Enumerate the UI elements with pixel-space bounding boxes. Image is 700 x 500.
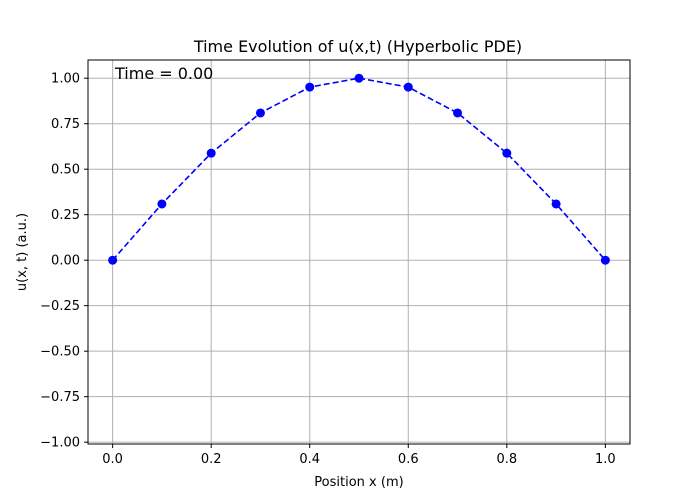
y-tick-label: 0.25	[51, 208, 80, 223]
time-annotation: Time = 0.00	[114, 64, 213, 83]
x-tick-label: 0.8	[496, 452, 517, 467]
data-point	[600, 255, 610, 265]
data-point	[108, 255, 118, 265]
x-tick-label: 0.6	[398, 452, 419, 467]
y-tick-label: −0.50	[40, 345, 80, 360]
y-tick-label: −0.25	[40, 299, 80, 314]
y-tick-label: 0.50	[51, 163, 80, 178]
x-tick-label: 0.4	[299, 452, 320, 467]
data-point	[305, 82, 315, 92]
x-tick-label: 0.0	[102, 452, 123, 467]
data-point	[403, 82, 413, 92]
y-tick-label: 0.00	[51, 254, 80, 269]
data-point	[453, 108, 463, 118]
plot-area	[108, 73, 610, 265]
data-point	[551, 199, 561, 209]
data-point	[354, 73, 364, 83]
x-tick-label: 0.2	[201, 452, 222, 467]
data-point	[502, 148, 512, 158]
grid	[88, 60, 630, 444]
y-tick-label: 0.75	[51, 117, 80, 132]
data-point	[206, 148, 216, 158]
y-tick-label: −0.75	[40, 390, 80, 405]
axes-frame	[87, 59, 631, 445]
y-axis-label: u(x, t) (a.u.)	[15, 213, 30, 291]
data-point	[255, 108, 265, 118]
ticks: 0.0 0.2 0.4 0.6 0.8 1.0 −1.00 −0.75 −0.50 −0.25 0.…	[40, 72, 616, 467]
data-point	[157, 199, 167, 209]
x-tick-label: 1.0	[595, 452, 616, 467]
y-tick-label: 1.00	[51, 72, 80, 87]
x-axis-label: Position x (m)	[314, 475, 403, 490]
series-line	[112, 77, 606, 261]
chart-title: Time Evolution of u(x,t) (Hyperbolic PDE…	[193, 37, 522, 56]
y-tick-label: −1.00	[40, 436, 80, 451]
